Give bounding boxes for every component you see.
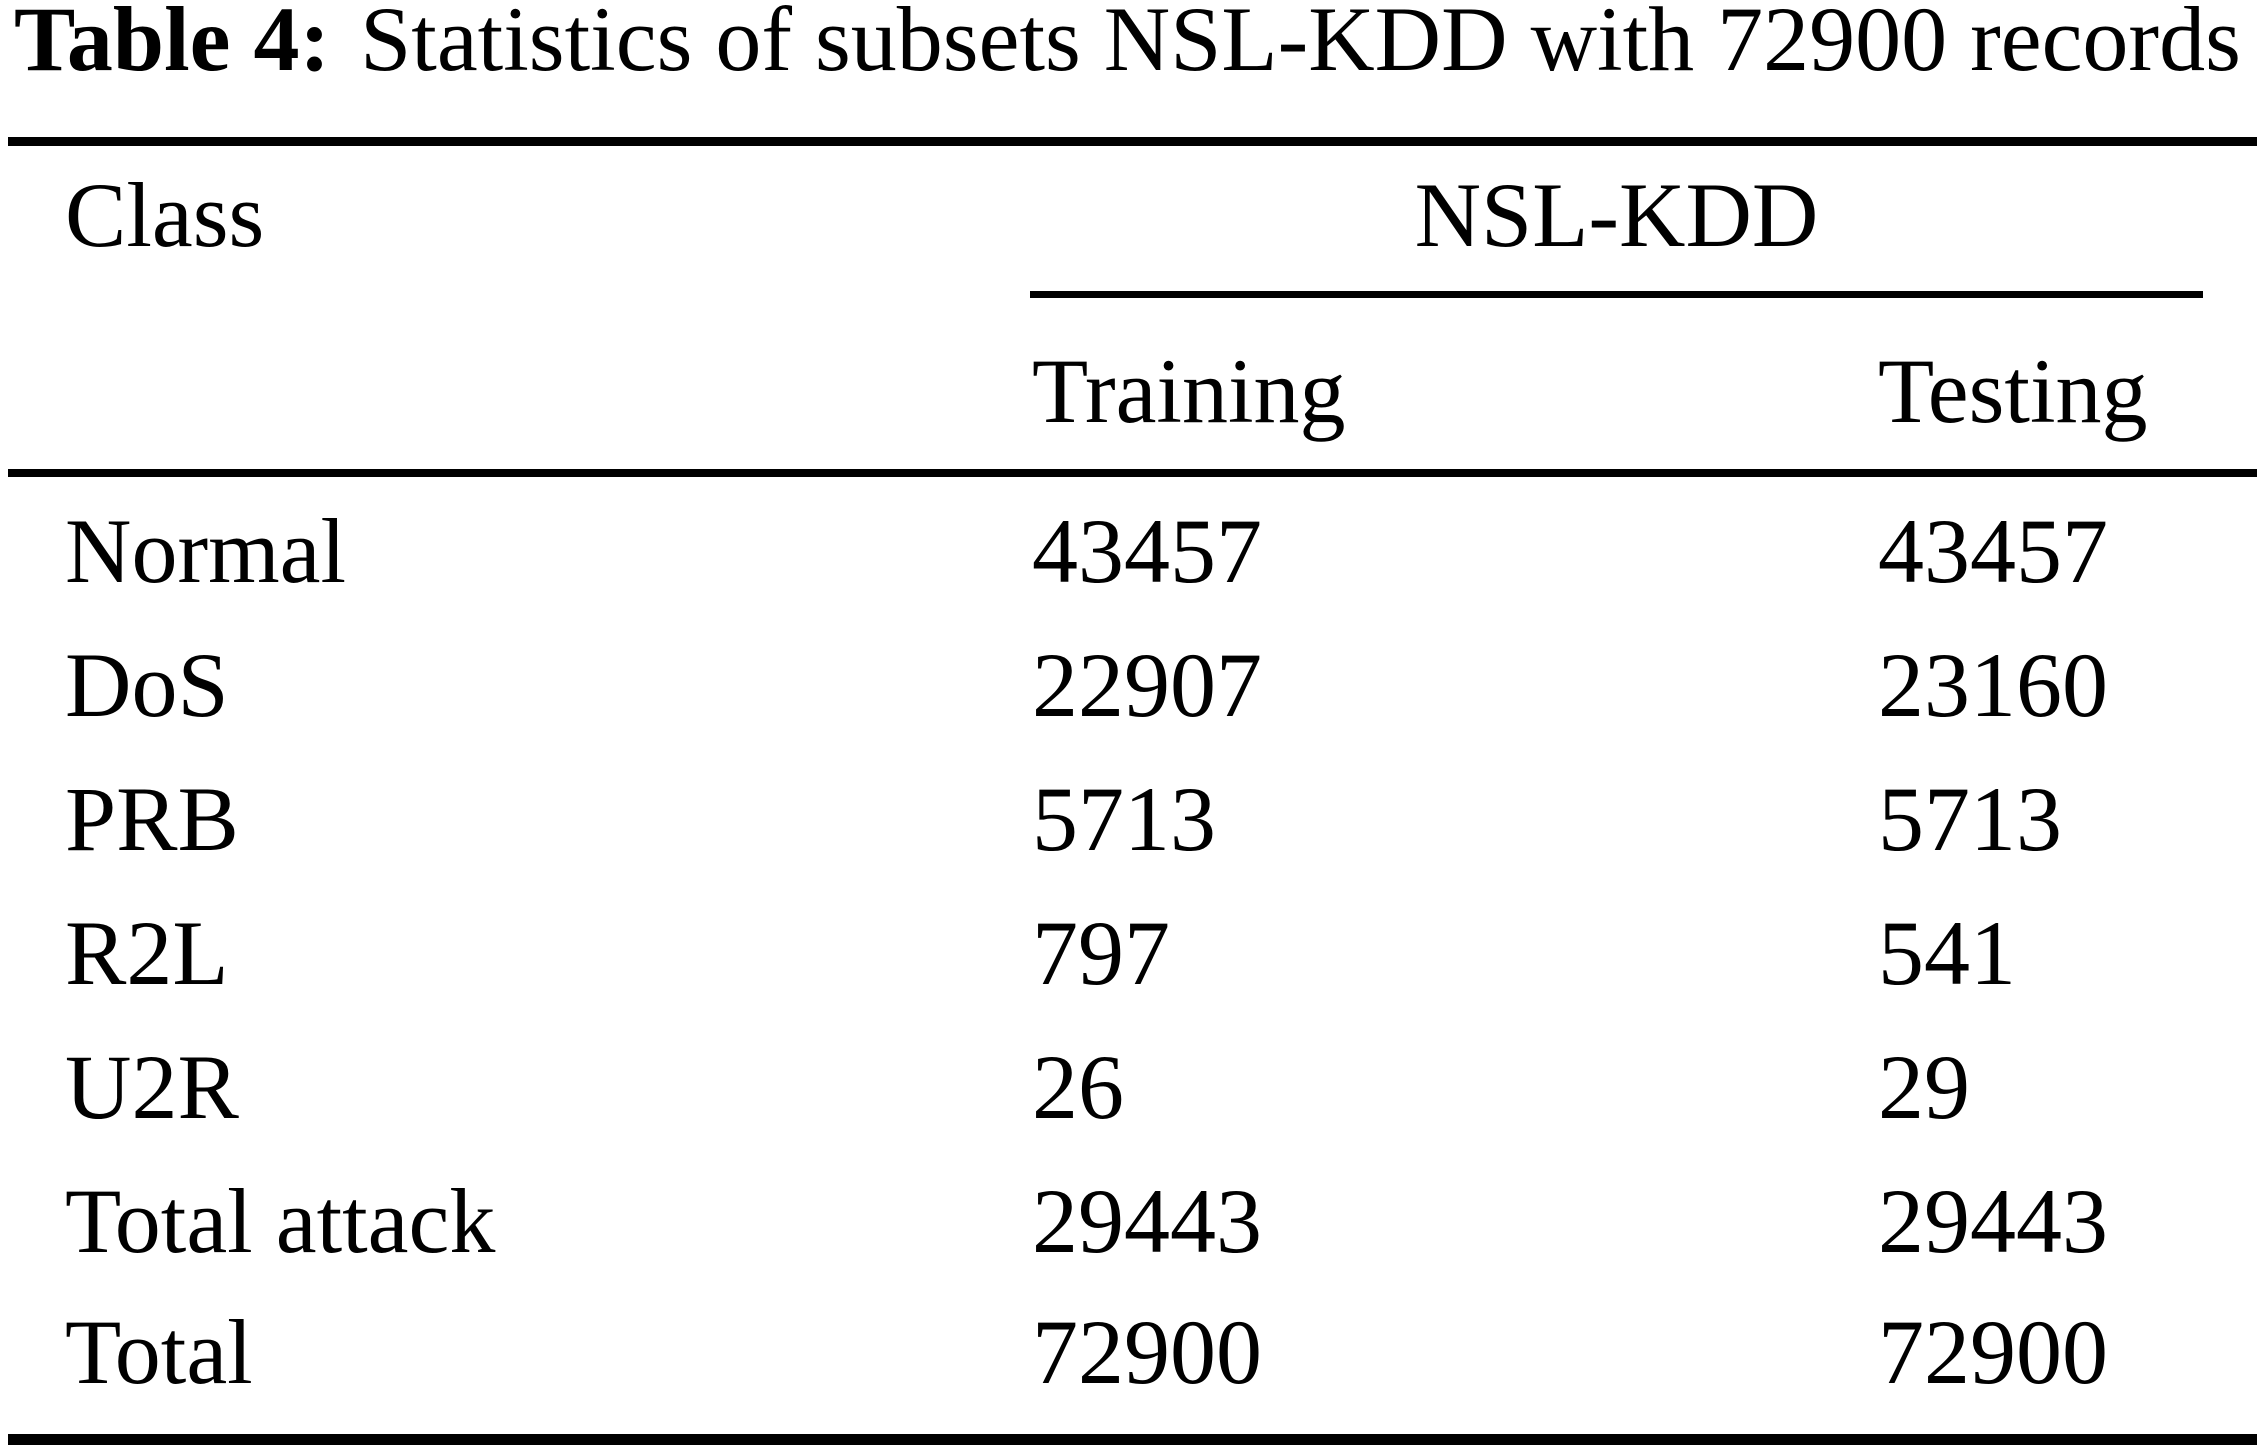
row-training-cell: 43457	[1032, 500, 1262, 602]
row-testing-cell: 541	[1878, 902, 2016, 1004]
column-header-training: Training	[1032, 340, 1346, 442]
column-group-header-nsl-kdd: NSL-KDD	[1414, 164, 1819, 266]
row-testing-cell: 23160	[1878, 634, 2108, 736]
row-class-cell: Total attack	[65, 1170, 496, 1272]
row-training-cell: 22907	[1032, 634, 1262, 736]
row-testing-cell: 29443	[1878, 1170, 2108, 1272]
row-testing-cell: 43457	[1878, 500, 2108, 602]
table-bottom-rule	[8, 1434, 2257, 1445]
column-header-testing: Testing	[1878, 340, 2148, 442]
group-header-spanner-rule	[1030, 291, 2203, 298]
row-class-cell: PRB	[65, 768, 239, 870]
row-training-cell: 5713	[1032, 768, 1216, 870]
row-testing-cell: 72900	[1878, 1301, 2108, 1403]
row-class-cell: DoS	[65, 634, 229, 736]
row-class-cell: Total	[65, 1301, 253, 1403]
row-class-cell: U2R	[65, 1036, 239, 1138]
row-testing-cell: 29	[1878, 1036, 1970, 1138]
row-training-cell: 797	[1032, 902, 1170, 1004]
table-top-rule	[8, 137, 2257, 146]
row-testing-cell: 5713	[1878, 768, 2062, 870]
row-class-cell: R2L	[65, 902, 229, 1004]
table-caption-label: Table 4:	[14, 0, 331, 90]
header-body-rule	[8, 469, 2257, 477]
row-training-cell: 72900	[1032, 1301, 1262, 1403]
row-class-cell: Normal	[65, 500, 347, 602]
table-caption: Table 4: Statistics of subsets NSL-KDD wi…	[14, 0, 2241, 87]
row-training-cell: 29443	[1032, 1170, 1262, 1272]
table-caption-text: Statistics of subsets NSL-KDD with 72900…	[360, 0, 2241, 90]
column-header-class: Class	[65, 164, 265, 266]
row-training-cell: 26	[1032, 1036, 1124, 1138]
